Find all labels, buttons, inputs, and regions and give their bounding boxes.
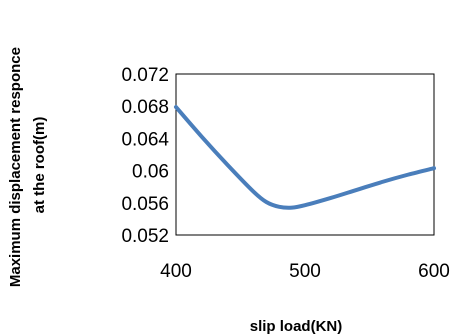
x-tick-labels: 400 500 600: [160, 261, 450, 282]
y-tick-label: 0.064: [121, 129, 169, 150]
plot-area-frame: [175, 73, 435, 236]
y-tick-label: 0.06: [132, 162, 169, 183]
x-axis-title: slip load(KN): [250, 318, 343, 335]
y-tick-label: 0.072: [121, 65, 169, 86]
y-tick-labels: 0.052 0.056 0.06 0.064 0.068 0.072: [121, 65, 169, 247]
y-tick-label: 0.052: [121, 226, 169, 247]
x-tick-label: 600: [418, 261, 450, 282]
series-line: [174, 105, 436, 210]
x-tick-label: 400: [160, 261, 192, 282]
y-axis-title-line-1: Maximum displacement responce: [7, 47, 24, 287]
y-axis-title: Maximum displacement responce at the roo…: [7, 43, 48, 287]
x-tick-label: 500: [289, 261, 321, 282]
y-tick-label: 0.056: [121, 194, 169, 215]
y-tick-label: 0.068: [121, 97, 169, 118]
y-axis-title-line-2: at the roof(m): [31, 117, 48, 214]
